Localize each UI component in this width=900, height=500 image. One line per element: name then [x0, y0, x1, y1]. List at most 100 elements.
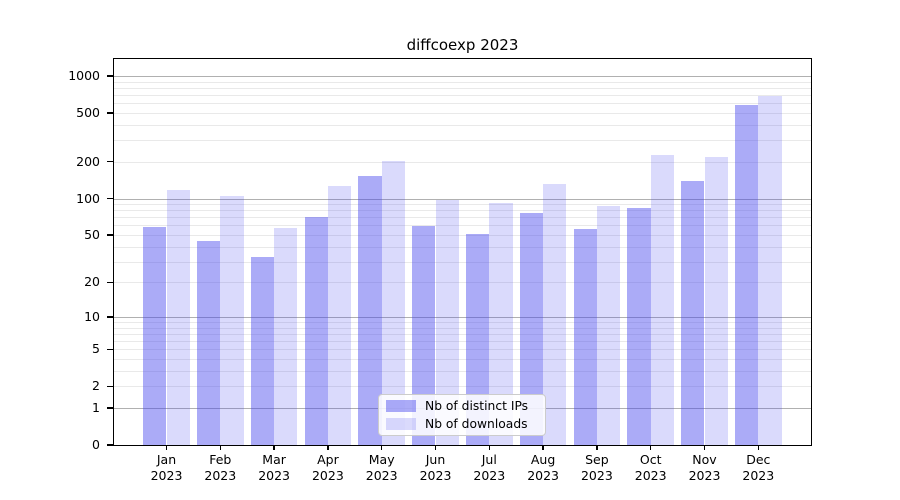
y-tick-label-500: 500 [76, 105, 100, 120]
x-tick-feb [219, 445, 221, 450]
bar-downloads-nov [704, 156, 728, 445]
x-tick-label-aug: Aug 2023 [527, 452, 559, 483]
minor-gridline-6 [114, 341, 811, 343]
minor-gridline-50 [114, 235, 811, 236]
legend-swatch-downloads [386, 418, 416, 430]
bar-downloads-dec [758, 95, 782, 445]
bar-downloads-oct [650, 154, 675, 445]
minor-gridline-700 [114, 95, 811, 96]
y-tick-label-20: 20 [84, 274, 100, 290]
bar-downloads-jul [489, 202, 513, 445]
y-tick-50 [107, 234, 113, 236]
major-gridline-100 [114, 198, 811, 200]
bar-distinct-ips-oct [627, 208, 651, 445]
x-tick-jun [434, 445, 437, 450]
y-tick-200 [107, 161, 113, 163]
minor-gridline-900 [114, 81, 811, 83]
bar-distinct-ips-jan [143, 227, 167, 445]
minor-gridline-400 [114, 124, 811, 126]
x-tick-label-may: May 2023 [365, 452, 398, 483]
minor-gridline-300 [114, 140, 811, 142]
x-tick-nov [703, 445, 706, 450]
y-tick-label-1000: 1000 [68, 68, 100, 83]
bar-downloads-jan [166, 190, 190, 445]
bar-distinct-ips-jul [465, 234, 490, 445]
legend-row-downloads: Nb of downloads [386, 417, 538, 432]
minor-gridline-20 [114, 282, 811, 284]
bar-downloads-sep [596, 205, 621, 445]
x-tick-jan [165, 445, 168, 450]
x-tick-aug [542, 445, 544, 450]
x-tick-oct [650, 445, 652, 450]
minor-gridline-500 [114, 113, 811, 114]
y-tick-label-10: 10 [84, 308, 100, 324]
x-tick-label-nov: Nov 2023 [688, 452, 721, 483]
bar-distinct-ips-sep [573, 229, 597, 445]
x-tick-label-jan: Jan 2023 [150, 452, 183, 483]
y-tick-label-50: 50 [84, 227, 100, 242]
bar-distinct-ips-mar [250, 256, 275, 445]
x-tick-label-jun: Jun 2023 [419, 452, 452, 483]
major-gridline-1000 [114, 76, 811, 77]
legend: Nb of distinct IPs Nb of downloads [378, 394, 546, 436]
x-tick-label-jul: Jul 2023 [473, 452, 506, 483]
y-tick-10 [107, 316, 113, 318]
x-tick-sep [596, 445, 598, 450]
minor-gridline-40 [114, 246, 811, 248]
bar-distinct-ips-apr [304, 216, 328, 445]
x-tick-label-feb: Feb 2023 [204, 452, 237, 483]
legend-row-distinct-ips: Nb of distinct IPs [386, 399, 538, 414]
x-tick-label-oct: Oct 2023 [634, 452, 667, 483]
minor-gridline-600 [114, 103, 811, 105]
plot-area [114, 59, 811, 445]
y-tick-0 [107, 444, 113, 446]
y-tick-label-200: 200 [76, 153, 100, 169]
chart-title: diffcoexp 2023 [406, 36, 519, 54]
y-tick-label-2: 2 [92, 378, 100, 394]
minor-gridline-9 [114, 322, 811, 323]
x-tick-label-mar: Mar 2023 [258, 452, 290, 483]
bar-downloads-aug [543, 184, 567, 445]
y-tick-500 [107, 112, 113, 114]
y-tick-label-100: 100 [76, 190, 100, 206]
y-tick-5 [107, 348, 113, 350]
bar-downloads-feb [220, 196, 244, 445]
bar-distinct-ips-jun [412, 226, 436, 445]
minor-gridline-80 [114, 210, 811, 212]
x-tick-label-apr: Apr 2023 [311, 452, 344, 483]
legend-label-downloads: Nb of downloads [425, 416, 528, 431]
minor-gridline-200 [114, 161, 811, 163]
x-tick-label-dec: Dec 2023 [742, 452, 775, 483]
minor-gridline-2 [114, 386, 811, 388]
minor-gridline-800 [114, 87, 811, 89]
minor-gridline-3 [114, 371, 811, 372]
bar-downloads-jun [435, 200, 459, 445]
minor-gridline-90 [114, 204, 811, 206]
y-tick-label-0: 0 [92, 437, 100, 452]
bar-distinct-ips-dec [734, 105, 759, 445]
x-tick-apr [327, 445, 329, 450]
y-tick-20 [107, 281, 113, 284]
y-tick-label-5: 5 [92, 341, 100, 357]
bar-downloads-apr [327, 185, 352, 445]
x-tick-may [381, 445, 383, 450]
y-tick-100 [107, 197, 113, 200]
x-tick-mar [273, 445, 275, 450]
bar-distinct-ips-nov [681, 181, 705, 445]
x-tick-label-sep: Sep 2023 [580, 452, 613, 483]
minor-gridline-70 [114, 217, 811, 219]
y-tick-1000 [107, 75, 113, 77]
bar-distinct-ips-feb [196, 240, 221, 445]
major-gridline-10 [114, 316, 811, 318]
y-tick-label-1: 1 [92, 400, 100, 415]
bar-distinct-ips-may [358, 176, 382, 445]
bar-distinct-ips-aug [519, 213, 544, 445]
minor-gridline-7 [114, 333, 811, 335]
bar-downloads-mar [274, 228, 298, 445]
x-tick-jul [488, 445, 490, 450]
minor-gridline-5 [114, 349, 811, 351]
legend-label-distinct-ips: Nb of distinct IPs [425, 398, 529, 413]
minor-gridline-30 [114, 261, 811, 263]
y-tick-1 [107, 407, 113, 409]
